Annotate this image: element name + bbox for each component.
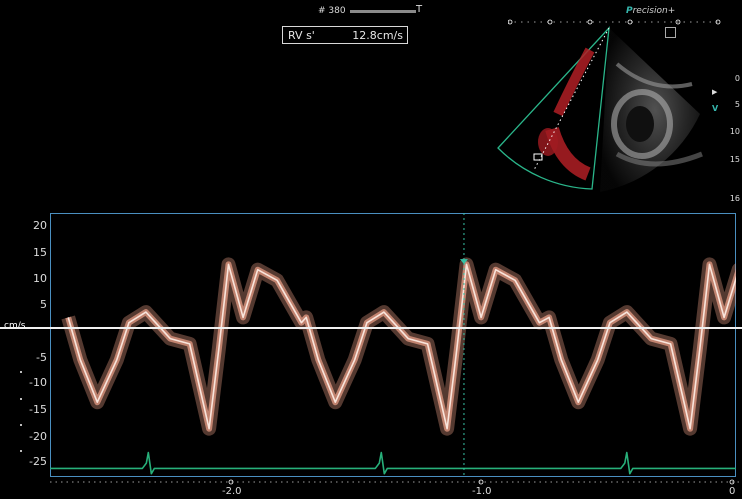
depth-tick-max: 16 <box>729 194 740 203</box>
brand-logo: Precision+ <box>626 6 675 16</box>
y-tick: 5 <box>40 298 47 311</box>
frame-slider-end-marker: T <box>416 4 423 15</box>
doppler-spectrum-panel <box>50 213 736 477</box>
tissue-doppler-spectrum <box>50 213 736 477</box>
y-tick: -20 <box>29 430 47 443</box>
color-box-sector <box>497 26 610 190</box>
brand-initial: P <box>626 6 633 16</box>
sector-image <box>497 26 703 192</box>
y-tick: 20 <box>33 219 47 232</box>
time-tick: 0 <box>729 486 736 497</box>
y-tick: -10 <box>29 376 47 389</box>
depth-tick: 5 <box>734 100 740 109</box>
time-tick: -2.0 <box>222 486 242 497</box>
y-tick: 10 <box>33 272 47 285</box>
measurement-label: RV s' <box>288 29 315 42</box>
y-tick: -25 <box>29 455 47 468</box>
brand-name: recision <box>632 6 668 16</box>
brand-suffix: + <box>667 6 676 16</box>
measurement-value: 12.8cm/s <box>352 29 403 42</box>
spectrum-peak-line <box>67 263 736 430</box>
depth-scale: 0 5 10 15 16 <box>700 24 740 214</box>
velocity-axis: 20 15 10 5 -5 -10 -15 -20 -25 <box>0 213 47 477</box>
depth-tick: 0 <box>734 74 740 83</box>
velocity-unit-label: cm/s <box>4 321 26 331</box>
time-tick: -1.0 <box>472 486 492 497</box>
ecg-trace <box>50 451 736 475</box>
measurement-box: RV s' 12.8cm/s <box>282 26 408 44</box>
y-tick: -15 <box>29 403 47 416</box>
time-scale <box>50 479 740 485</box>
vertex-marker: V <box>712 104 719 113</box>
doppler-baseline[interactable] <box>0 327 742 329</box>
depth-tick: 15 <box>729 155 740 164</box>
focus-marker-icon: ▶ <box>712 88 718 96</box>
spectrum-envelope-glow <box>61 257 736 436</box>
lateral-scale <box>508 19 722 25</box>
frame-counter: # 380 <box>318 6 346 16</box>
frame-slider[interactable] <box>350 10 416 13</box>
y-tick: 15 <box>33 246 47 259</box>
depth-tick: 10 <box>729 127 740 136</box>
y-tick: -5 <box>36 351 47 364</box>
measurement-caliper-marker[interactable] <box>459 259 468 265</box>
spectrum-envelope <box>65 261 736 432</box>
probe-orientation-icon <box>665 27 676 38</box>
